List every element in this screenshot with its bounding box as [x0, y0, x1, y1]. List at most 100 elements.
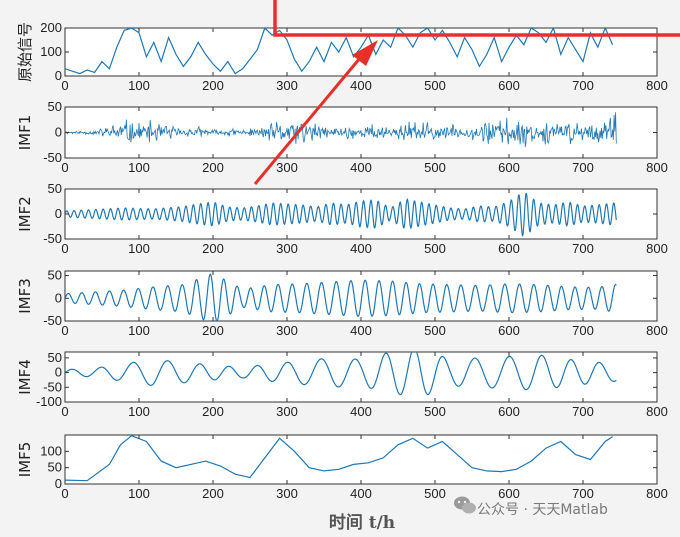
x-tick-label: 100	[128, 323, 150, 338]
x-tick-label: 500	[424, 241, 446, 256]
x-tick-label: 100	[128, 486, 150, 501]
x-tick-label: 600	[498, 241, 520, 256]
x-tick-label: 0	[61, 78, 68, 93]
x-tick-label: 100	[128, 78, 150, 93]
series-line	[65, 352, 617, 396]
x-tick-label: 700	[572, 241, 594, 256]
x-tick-label: 100	[128, 404, 150, 419]
y-axis-label: IMF1	[16, 115, 34, 151]
x-tick-label: 400	[350, 404, 372, 419]
x-tick-label: 500	[424, 78, 446, 93]
red-annotation	[253, 0, 680, 185]
x-tick-label: 0	[61, 160, 68, 175]
x-tick-label: 300	[276, 160, 298, 175]
axes-box	[64, 434, 658, 485]
y-tick-label: -100	[36, 394, 62, 409]
x-tick-label: 200	[202, 160, 224, 175]
y-tick-label: 100	[40, 44, 62, 59]
y-axis-label: IMF2	[16, 196, 34, 232]
x-tick-label: 700	[572, 486, 594, 501]
series-line	[65, 28, 614, 75]
x-tick-label: 300	[276, 486, 298, 501]
x-tick-label: 0	[61, 323, 68, 338]
y-tick-label: 50	[48, 99, 62, 114]
x-tick-label: 400	[350, 323, 372, 338]
axes-box	[64, 188, 658, 240]
x-tick-label: 800	[646, 323, 668, 338]
series-line	[65, 273, 617, 321]
y-tick-label: 0	[55, 206, 62, 221]
series-line	[65, 435, 613, 482]
x-tick-label: 300	[276, 404, 298, 419]
x-tick-label: 300	[276, 323, 298, 338]
x-tick-label: 500	[424, 404, 446, 419]
x-tick-label: 700	[572, 160, 594, 175]
x-tick-label: 400	[350, 78, 372, 93]
x-tick-label: 600	[498, 160, 520, 175]
x-tick-label: 700	[572, 78, 594, 93]
x-tick-label: 400	[350, 160, 372, 175]
y-tick-label: -50	[43, 379, 62, 394]
subplot-raw: 0 100 200 0 100 200 300 400 500 600 700 800 原始信号	[16, 20, 668, 93]
y-tick-label: 0	[55, 125, 62, 140]
axes-box	[64, 351, 658, 403]
wechat-icon	[454, 496, 476, 514]
x-tick-label: 0	[61, 486, 68, 501]
x-tick-label: 200	[202, 323, 224, 338]
y-axis-label: IMF5	[16, 442, 34, 478]
y-tick-label: 0	[55, 365, 62, 380]
x-tick-label: 800	[646, 160, 668, 175]
x-tick-label: 700	[572, 404, 594, 419]
x-tick-label: 600	[498, 404, 520, 419]
arrow-head	[352, 40, 378, 66]
x-tick-label: 200	[202, 404, 224, 419]
axes-box	[64, 270, 658, 322]
x-tick-label: 100	[128, 160, 150, 175]
x-tick-label: 600	[498, 323, 520, 338]
x-tick-label: 0	[61, 241, 68, 256]
x-tick-label: 200	[202, 78, 224, 93]
x-tick-label: 400	[350, 486, 372, 501]
series-line	[65, 192, 617, 237]
arrow-shaft	[253, 57, 362, 185]
x-tick-label: 800	[646, 78, 668, 93]
x-tick-label: 600	[498, 486, 520, 501]
y-tick-label: 50	[48, 460, 62, 475]
x-tick-label: 700	[572, 323, 594, 338]
y-tick-label: 50	[48, 268, 62, 283]
series-line	[65, 112, 617, 147]
watermark: 公众号 · 天天Matlab	[454, 496, 608, 518]
y-tick-label: -50	[43, 313, 62, 328]
highlight-bracket	[273, 0, 680, 37]
y-tick-label: 0	[55, 290, 62, 305]
y-tick-label: 200	[40, 20, 62, 35]
y-tick-label: -50	[43, 150, 62, 165]
x-tick-label: 400	[350, 241, 372, 256]
x-tick-label: 0	[61, 404, 68, 419]
x-tick-label: 500	[424, 323, 446, 338]
x-axis-title: 时间 t/h	[329, 512, 395, 533]
y-tick-label: -50	[43, 231, 62, 246]
x-tick-label: 200	[202, 486, 224, 501]
y-axis-label: 原始信号	[16, 22, 34, 82]
x-tick-label: 800	[646, 241, 668, 256]
y-axis-label: IMF3	[16, 278, 34, 314]
y-tick-label: 50	[48, 350, 62, 365]
x-tick-label: 800	[646, 486, 668, 501]
y-tick-label: 0	[55, 68, 62, 83]
y-axis-label: IMF4	[16, 359, 34, 395]
y-tick-label: 100	[40, 443, 62, 458]
x-tick-label: 500	[424, 486, 446, 501]
x-tick-label: 300	[276, 241, 298, 256]
y-tick-label: 50	[48, 181, 62, 196]
x-tick-label: 100	[128, 241, 150, 256]
x-tick-label: 600	[498, 78, 520, 93]
x-tick-label: 300	[276, 78, 298, 93]
x-tick-label: 800	[646, 404, 668, 419]
x-tick-label: 200	[202, 241, 224, 256]
